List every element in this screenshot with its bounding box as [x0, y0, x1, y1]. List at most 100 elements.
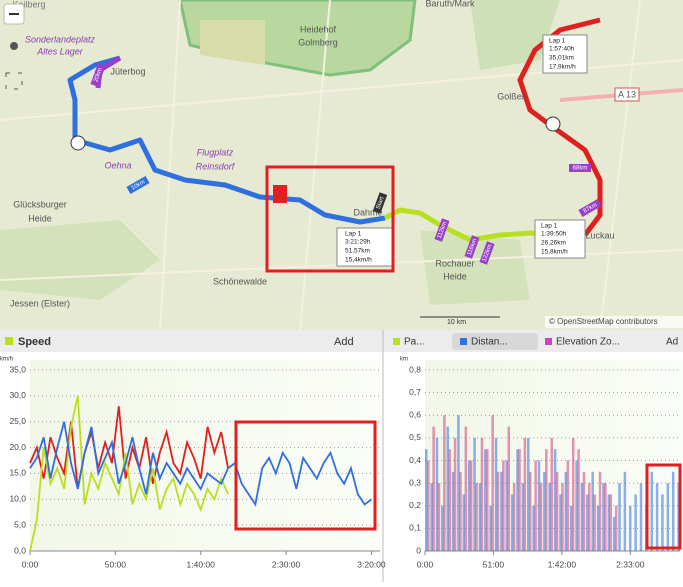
scale-label: 10 km — [447, 319, 466, 326]
highlight-box — [645, 463, 682, 550]
tab-swatch — [460, 338, 467, 345]
map-label: Heide — [28, 213, 52, 223]
x-tick-label: 0:00 — [22, 559, 39, 569]
highlight-box — [234, 420, 377, 531]
map-label: Golmberg — [298, 37, 338, 47]
lap-title: Lap 1 — [345, 231, 362, 238]
distance-bar — [591, 471, 594, 551]
plot-background — [30, 360, 380, 551]
panel-title[interactable]: Speed — [18, 336, 51, 348]
distance-bar — [446, 426, 449, 551]
distance-bar — [586, 494, 589, 551]
map-label: Altes Lager — [36, 46, 84, 56]
distance-bar — [484, 449, 487, 551]
map-label: Luckau — [585, 230, 614, 240]
y-tick-label: 0,0 — [14, 545, 26, 555]
pause-marker — [273, 185, 287, 203]
distance-bar — [666, 483, 670, 551]
map-label: Flugplatz — [197, 147, 234, 157]
y-tick-label: 0 — [416, 545, 421, 555]
map-label: Heide — [443, 271, 467, 281]
distance-bar — [496, 471, 500, 551]
direction-marker — [70, 135, 86, 151]
distance-bar — [566, 460, 570, 551]
add-button[interactable]: Add — [334, 336, 354, 348]
distance-label: 20km — [93, 67, 104, 83]
y-tick-label: 0,4 — [409, 455, 421, 465]
distance-bar — [512, 483, 516, 551]
distance-bar — [593, 494, 596, 551]
y-tick-label: 5,0 — [14, 519, 26, 529]
y-tick-label: 15,0 — [9, 468, 26, 478]
lap-box — [534, 219, 586, 259]
lap-speed: 17,9km/h — [549, 64, 576, 71]
distance-bar — [623, 471, 627, 551]
distance-bar — [469, 460, 473, 551]
distance-bar — [430, 483, 433, 551]
distance-bar — [650, 471, 653, 551]
distance-bar — [510, 494, 514, 551]
distance-label: 116km — [467, 238, 479, 257]
x-tick-label: 1:42:00 — [548, 559, 577, 569]
attribution: © OpenStreetMap contributors — [549, 317, 658, 326]
distance-label: 112km — [437, 221, 449, 240]
lap-title: Lap 1 — [541, 223, 558, 230]
distance-label: 122km — [482, 244, 494, 263]
tab-swatch — [393, 338, 400, 345]
forest — [0, 220, 160, 300]
map-label: Keilberg — [12, 0, 45, 9]
distance-bar — [602, 483, 605, 551]
lap-box — [542, 34, 588, 74]
map-label: Baruth/Mark — [425, 0, 475, 8]
y-tick-label: 0,6 — [409, 410, 421, 420]
y-tick-label: 35,0 — [9, 364, 26, 374]
distance-bar — [545, 449, 548, 551]
distance-bar — [435, 437, 439, 551]
start-label: Start — [376, 196, 386, 210]
y-tick-label: 0,8 — [409, 364, 421, 374]
speed-line — [29, 395, 229, 552]
tab[interactable]: Elevation Zo... — [556, 337, 620, 348]
distance-bar — [598, 471, 602, 551]
map-label: Jüterbog — [110, 66, 145, 76]
distance-bar — [604, 483, 607, 551]
speed-line — [29, 421, 373, 507]
road-shield — [614, 87, 640, 102]
lap-time: 3:21:29h — [345, 239, 371, 246]
locate-button[interactable] — [10, 42, 18, 50]
distance-bar — [618, 483, 621, 551]
fullscreen-button[interactable] — [5, 72, 23, 90]
distance-bar — [432, 426, 435, 551]
distance-marker — [578, 199, 602, 217]
tab[interactable]: Distan... — [471, 337, 508, 348]
distance-bar — [502, 460, 505, 551]
distance-bar — [661, 494, 664, 551]
start-marker — [372, 192, 388, 214]
distance-bar — [425, 449, 428, 551]
distance-bar — [462, 494, 466, 551]
y-tick-label: 0,7 — [409, 387, 421, 397]
y-unit: km — [400, 357, 408, 363]
distance-bar — [451, 471, 455, 551]
map[interactable]: Keilberg Sonderlandeplatz Altes Lager Jü… — [0, 0, 683, 331]
y-tick-label: 30,0 — [9, 390, 26, 400]
tab[interactable]: Ad — [666, 337, 678, 348]
tab[interactable]: Pa... — [404, 337, 425, 348]
map-label: Rochauer — [435, 258, 474, 268]
lap-distance: 51,57km — [345, 248, 370, 255]
distance-bar — [443, 415, 446, 551]
distance-bar — [569, 505, 573, 551]
distance-bar — [480, 437, 484, 551]
distance-bar — [609, 494, 613, 551]
map-label: Glücksburger — [13, 199, 67, 209]
distance-bar — [639, 483, 643, 551]
tab-active — [452, 333, 538, 350]
x-tick-label: 50:00 — [105, 559, 127, 569]
attribution-bg — [545, 316, 683, 328]
distance-bar — [548, 483, 551, 551]
distance-bar — [537, 460, 541, 551]
lap-distance: 35,01km — [549, 55, 574, 62]
distance-bar — [459, 471, 462, 551]
distance-bar — [527, 437, 530, 551]
y-unit: km/h — [0, 357, 13, 363]
